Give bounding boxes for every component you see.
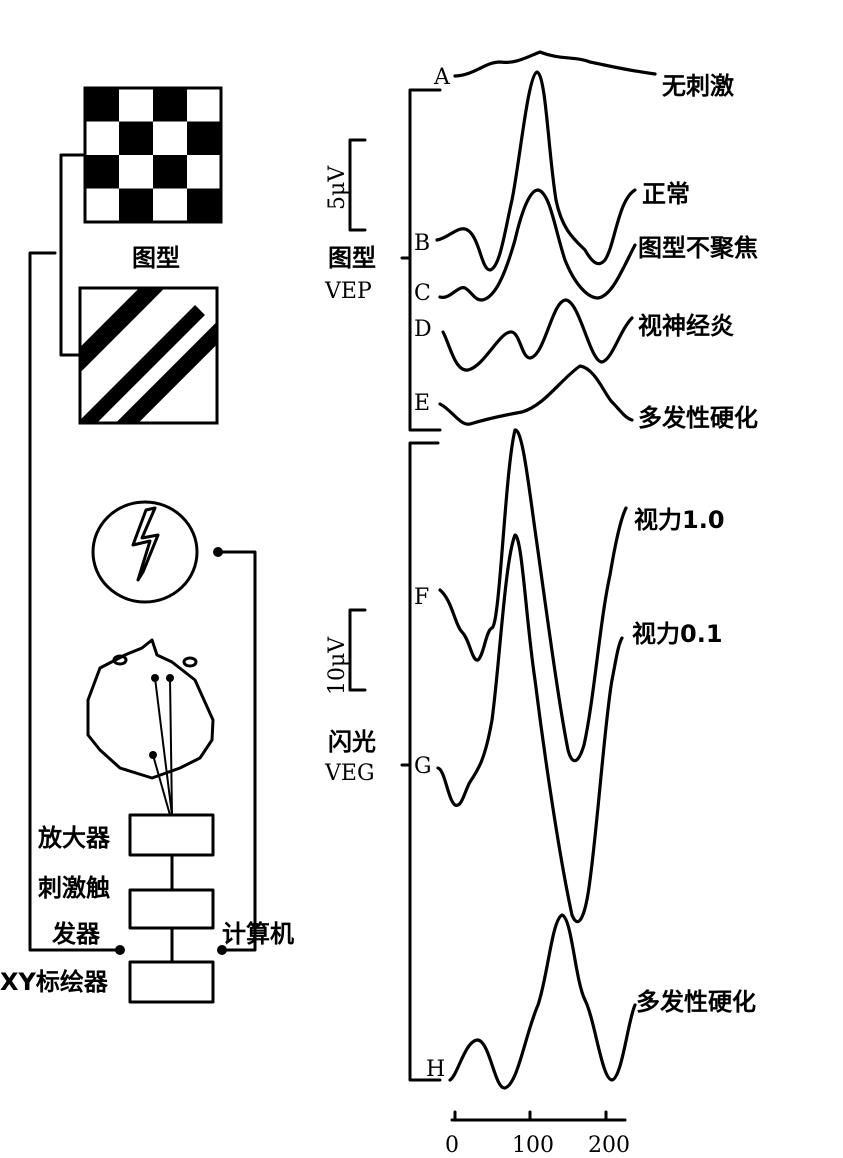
trace-label-e: 多发性硬化 [638,404,758,432]
vep-group-label-1: 图型 [328,244,376,272]
axis-tick-label: 0 [445,1133,459,1158]
plotter-box [128,960,215,1004]
checker-cell [187,121,221,155]
pattern-bracket [59,153,85,357]
trace-label-c: 图型不聚焦 [638,234,758,262]
axis-tick-label: 200 [588,1133,630,1158]
connector-dot [217,945,227,955]
trace-h [448,913,637,1090]
amplifier-label: 放大器 [37,824,111,852]
trace-letter-f: F [414,585,429,610]
trigger-label-line2: 发器 [51,920,101,948]
head-electrodes-icon [86,638,215,816]
flash-wire [216,550,257,952]
checker-cell [119,188,153,222]
trace-g [436,533,624,924]
trace-letter-d: D [414,317,432,342]
trigger-box [128,888,215,930]
veg-scale-bar [348,608,367,692]
trace-e [438,364,634,426]
trace-label-h: 多发性硬化 [636,988,756,1016]
trace-c [438,188,637,302]
pattern-label: 图型 [132,244,180,272]
veg-group-label-2: VEG [324,761,375,786]
trigger-label-line1: 刺激触 [38,874,110,902]
trace-label-d: 视神经炎 [638,312,734,340]
trace-b [435,70,637,272]
vep-bracket [400,88,442,432]
checker-cell [119,121,153,155]
connector-dot [115,945,125,955]
trace-label-f: 视力1.0 [634,506,725,534]
trace-d [441,298,634,372]
connector-dot [213,547,223,557]
amplifier-box [128,813,215,857]
trace-letter-a: A [433,65,451,90]
trace-label-b: 正常 [642,180,690,208]
checker-cell [153,88,187,122]
vep-scale-bar [348,138,367,232]
checker-cell [187,188,221,222]
trace-letter-g: G [414,754,432,779]
trace-letter-e: E [414,391,430,416]
vep-group-label-2: VEP [324,279,372,304]
time-axis: 0 100 200 [445,1110,630,1158]
checkerboard-pattern [83,86,223,224]
trace-f [438,428,628,763]
plotter-label: XY标绘器 [0,968,109,996]
trace-letter-h: H [426,1057,445,1082]
veg-scale-label: 10μV [325,636,350,695]
trace-a [453,50,657,78]
computer-label: 计算机 [222,920,294,948]
veg-group-label-1: 闪光 [328,728,376,756]
trace-label-g: 视力0.1 [632,620,723,648]
checker-cell [85,155,119,189]
trace-label-a: 无刺激 [662,72,734,100]
pattern-wire [28,251,122,952]
axis-tick-label: 100 [512,1133,554,1158]
checker-cell [153,155,187,189]
trace-letter-b: B [414,231,430,256]
flash-lamp-icon [91,500,199,604]
vep-scale-label: 5μV [325,165,350,210]
checker-cell [85,88,119,122]
trace-letter-c: C [414,281,431,306]
veg-bracket [400,441,442,1082]
